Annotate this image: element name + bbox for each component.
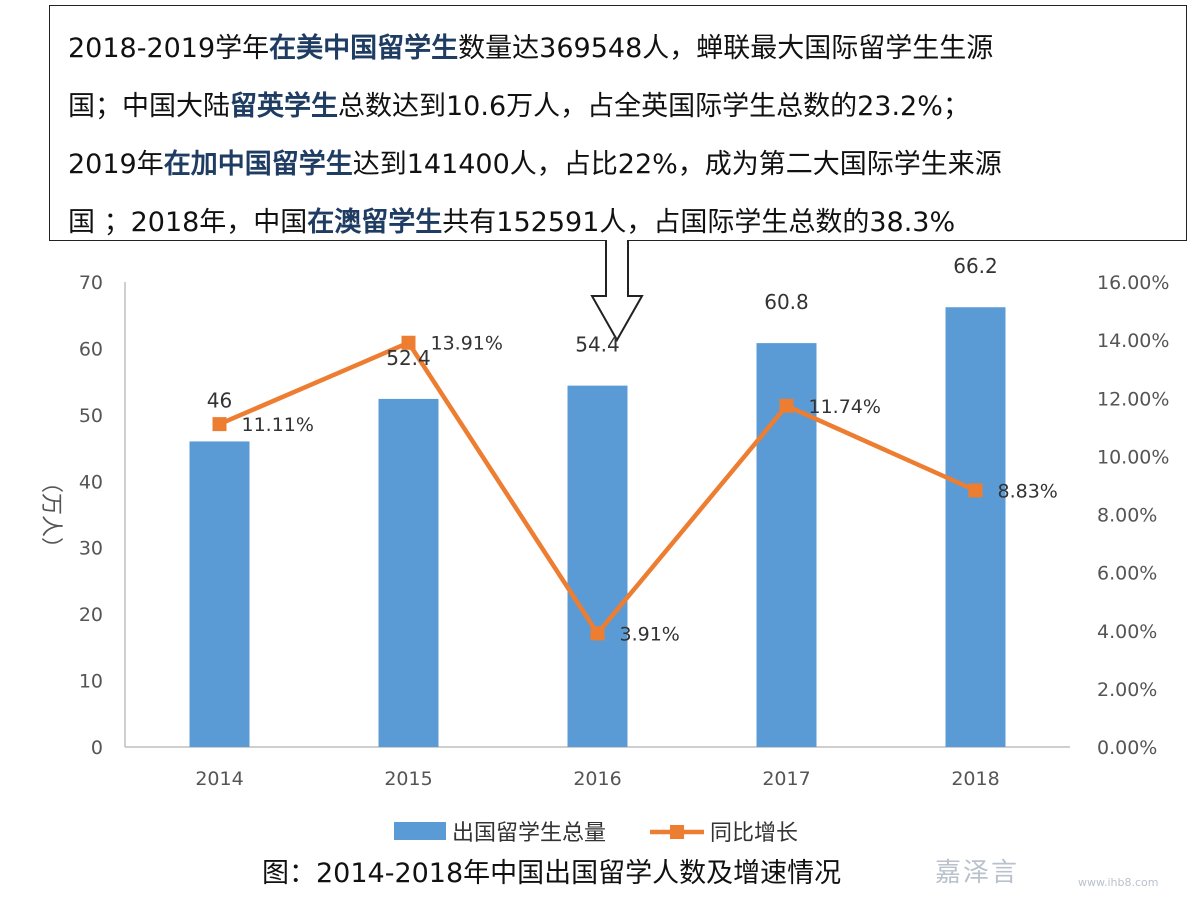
- figure-caption: 图：2014-2018年中国出国留学人数及增速情况: [262, 858, 842, 889]
- legend-label-bar: 出国留学生总量: [452, 821, 606, 846]
- y2-tick-label: 16.00%: [1097, 272, 1169, 294]
- x-tick-label: 2017: [762, 768, 810, 790]
- bar: [189, 441, 250, 747]
- y2-tick-label: 14.00%: [1097, 330, 1169, 352]
- y2-tick-label: 10.00%: [1097, 446, 1169, 468]
- legend-swatch-bar: [394, 822, 446, 840]
- bar-value-label: 54.4: [575, 333, 620, 357]
- bar: [378, 398, 439, 747]
- growth-value-label: 13.91%: [431, 333, 503, 355]
- x-tick-label: 2016: [573, 768, 621, 790]
- callout-line: 2018-2019学年在美中国留学生数量达369548人，蝉联最大国际留学生生源: [68, 20, 1176, 78]
- callout-box: 2018-2019学年在美中国留学生数量达369548人，蝉联最大国际留学生生源…: [50, 6, 1186, 240]
- callout-text: 达到141400人，占比22%，成为第二大国际学生来源: [352, 149, 1002, 180]
- legend-swatch-marker: [670, 825, 684, 839]
- bar: [567, 385, 628, 747]
- x-tick-label: 2014: [195, 768, 243, 790]
- bar-value-label: 66.2: [953, 254, 998, 278]
- y-tick-label: 10: [79, 671, 103, 693]
- callout-text: 共有152591人，占国际学生总数的38.3%: [442, 207, 956, 238]
- data-labels: 46 52.4 54.4 60.8 66.2 11.11% 13.91% 3.91% 11.74…: [207, 254, 1058, 645]
- callout-line: 国；中国大陆留英学生总数达到10.6万人，占全英国际学生总数的23.2%；: [68, 78, 1176, 136]
- callout-text: 总数达到10.6万人，占全英国际学生总数的23.2%；: [338, 91, 970, 122]
- growth-value-label: 11.11%: [242, 414, 314, 436]
- y2-tick-label: 6.00%: [1097, 563, 1157, 585]
- legend: 出国留学生总量 同比增长: [394, 821, 798, 846]
- y2-tick-label: 8.00%: [1097, 505, 1157, 527]
- y2-tick-label: 4.00%: [1097, 621, 1157, 643]
- callout-text: 国；中国大陆: [68, 91, 230, 122]
- watermark: 嘉泽言: [935, 858, 1020, 888]
- watermark-url: www.ihb8.com: [1078, 876, 1159, 889]
- callout-text: 国 ；2018年，中国: [68, 207, 308, 238]
- callout-text: 2018-2019学年: [68, 33, 270, 64]
- bar-value-label: 60.8: [764, 290, 809, 314]
- callout-text: 数量达369548人，蝉联最大国际留学生生源: [458, 33, 994, 64]
- x-tick-label: 2015: [384, 768, 432, 790]
- callout-highlight: 在美中国留学生: [269, 33, 459, 64]
- y-tick-label: 0: [91, 737, 103, 759]
- y-tick-label: 70: [79, 272, 103, 294]
- y-tick-label: 30: [79, 538, 103, 560]
- y-tick-label: 40: [79, 471, 103, 493]
- bar-value-label: 52.4: [386, 346, 431, 370]
- bar-value-label: 46: [207, 388, 232, 412]
- callout-text: 2019年: [68, 149, 164, 180]
- y-tick-label: 60: [79, 338, 103, 360]
- y-tick-label: 20: [79, 604, 103, 626]
- y-axis-label: （万人）: [38, 471, 63, 559]
- growth-value-label: 11.74%: [809, 396, 881, 418]
- callout-highlight: 留英学生: [230, 91, 338, 122]
- growth-marker: [590, 626, 605, 641]
- line-series: [212, 335, 983, 641]
- callout-highlight: 在加中国留学生: [163, 149, 353, 180]
- x-tick-label: 2018: [951, 768, 999, 790]
- growth-value-label: 8.83%: [998, 480, 1058, 502]
- legend-label-line: 同比增长: [710, 821, 798, 846]
- y2-tick-label: 2.00%: [1097, 679, 1157, 701]
- growth-marker: [401, 335, 416, 350]
- y2-tick-label: 12.00%: [1097, 388, 1169, 410]
- callout-line: 2019年在加中国留学生达到141400人，占比22%，成为第二大国际学生来源: [68, 136, 1176, 194]
- y2-tick-label: 0.00%: [1097, 737, 1157, 759]
- callout-highlight: 在澳留学生: [307, 207, 443, 238]
- growth-marker: [779, 398, 794, 413]
- growth-value-label: 3.91%: [620, 623, 680, 645]
- bar: [945, 307, 1006, 747]
- growth-marker: [212, 417, 227, 432]
- callout-line: 国 ；2018年，中国在澳留学生共有152591人，占国际学生总数的38.3%: [68, 194, 1176, 240]
- chart-axes: 0 10 20 30 40 50 60 70 0.00% 2.00% 4.00% 6.00% 8.00%…: [38, 272, 1169, 790]
- growth-marker: [968, 483, 983, 498]
- y-tick-label: 50: [79, 405, 103, 427]
- bar-series: [189, 307, 1006, 747]
